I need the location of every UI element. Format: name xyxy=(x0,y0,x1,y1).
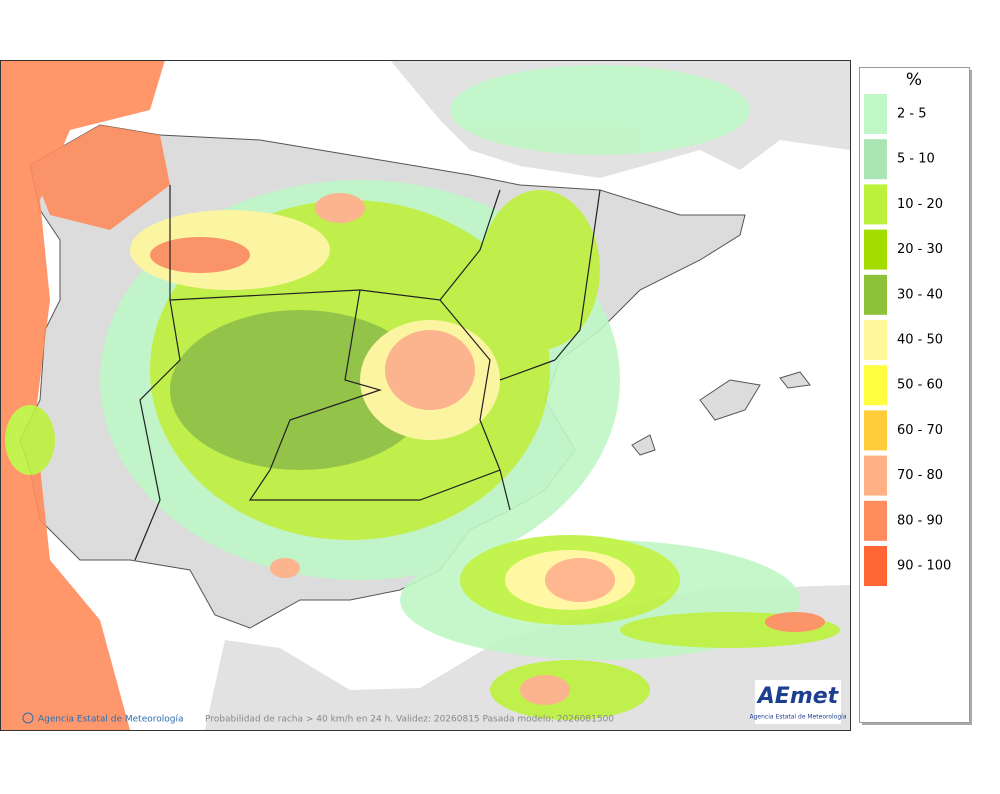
probability-area xyxy=(5,405,55,475)
legend-label: 5 - 10 xyxy=(897,152,935,167)
legend-swatch xyxy=(864,546,887,586)
legend-swatch xyxy=(864,410,887,451)
legend-label: 30 - 40 xyxy=(897,287,943,302)
legend-swatch xyxy=(864,320,887,360)
probability-area xyxy=(450,65,750,155)
legend-swatch xyxy=(864,500,887,541)
legend-title: % xyxy=(906,70,922,90)
menorca xyxy=(779,371,811,389)
probability-area xyxy=(170,310,430,470)
legend-swatch xyxy=(864,274,887,315)
map xyxy=(0,60,850,730)
legend-label: 2 - 5 xyxy=(897,107,927,122)
probability-area xyxy=(270,558,300,578)
ibiza xyxy=(631,434,656,456)
logo-text: AEmet xyxy=(756,684,840,709)
legend-swatch xyxy=(864,229,887,270)
region-borders xyxy=(134,185,601,561)
probability-area xyxy=(385,330,475,410)
probability-area xyxy=(545,558,615,602)
legend-label: 60 - 70 xyxy=(897,423,943,438)
legend-label: 20 - 30 xyxy=(897,242,943,257)
legend-label: 80 - 90 xyxy=(897,513,943,528)
legend-label: 70 - 80 xyxy=(897,468,943,483)
probability-areas xyxy=(0,60,840,730)
logo-subtitle: Agencia Estatal de Meteorología xyxy=(750,714,847,721)
legend-label: 90 - 100 xyxy=(897,559,951,574)
logo-box xyxy=(755,680,841,724)
map-frame xyxy=(0,60,851,731)
legend-swatch xyxy=(864,365,887,406)
legend-label: 40 - 50 xyxy=(897,333,943,348)
legend-swatch xyxy=(864,94,887,134)
probability-area xyxy=(480,190,600,350)
mallorca xyxy=(699,379,761,421)
legend-swatch xyxy=(864,139,887,180)
legend-swatch xyxy=(864,455,887,496)
probability-area xyxy=(765,612,825,632)
probability-area xyxy=(315,193,365,223)
legend-label: 50 - 60 xyxy=(897,378,943,393)
legend-swatch xyxy=(864,184,887,225)
legend-label: 10 - 20 xyxy=(897,197,943,212)
copyright-icon xyxy=(22,712,34,724)
probability-area xyxy=(0,60,165,730)
credit: Agencia Estatal de Meteorología xyxy=(38,715,184,725)
caption: Probabilidad de racha > 40 km/h en 24 h.… xyxy=(205,715,614,725)
probability-area xyxy=(150,237,250,273)
probability-area xyxy=(30,125,170,230)
probability-area xyxy=(520,675,570,705)
